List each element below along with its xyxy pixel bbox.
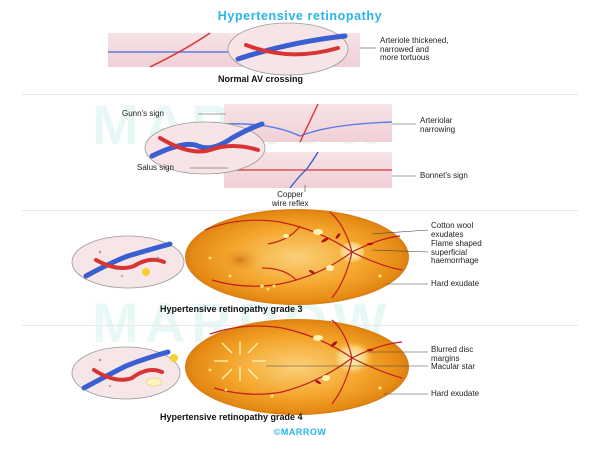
signs-magnified-artery: [158, 136, 260, 154]
grade3-magnified-specks: [98, 250, 160, 277]
grade3-macula: [218, 246, 262, 274]
grade4-magnified-exudate-2: [145, 377, 163, 387]
section-divider-1: [22, 94, 578, 95]
grade4-magnified-vein: [81, 349, 171, 391]
grade3-flame-haemorrhages: [308, 233, 373, 275]
grade3-magnified-artery: [94, 257, 166, 270]
grade3-fundus: [185, 209, 409, 305]
grade3-magnified-exudate: [142, 268, 150, 276]
crossing-signs-illustration: [144, 103, 416, 192]
label-bonnets-sign: Bonnet's sign: [420, 171, 468, 180]
cotton-pointer: [371, 229, 429, 235]
grade4-hard-exudates: [208, 368, 382, 398]
normal-magnified-ellipse: [227, 22, 349, 76]
normal-av-crossing-illustration: [108, 22, 376, 76]
grade4-magnified-artery: [92, 368, 164, 382]
gunn-vein-line: [223, 121, 393, 137]
grade3-hard-exudates: [208, 256, 382, 291]
flame-pointer: [371, 249, 429, 253]
label-grade4-hard-exudate: Hard exudate: [431, 389, 480, 398]
normal-artery-line: [149, 32, 211, 68]
grade4-macular-star: [214, 341, 266, 381]
caption-grade3: Hypertensive retinopathy grade 3: [160, 304, 303, 314]
label-arteriolar-narrowing: Arteriolar narrowing: [420, 116, 456, 134]
footer-brand: ©MARROW: [273, 427, 327, 437]
label-blurred-disc-margins: Blurred disc margins: [431, 345, 474, 363]
label-gunns-sign: Gunn's sign: [122, 109, 164, 118]
label-macular-star: Macular star: [431, 362, 476, 371]
grade4-haemorrhages: [314, 341, 373, 385]
caption-normal-av-crossing: Normal AV crossing: [218, 74, 304, 84]
grade4-fundus: [185, 319, 409, 415]
grade3-magnified-vein: [83, 241, 173, 279]
grade3-illustration: [71, 209, 429, 305]
grade4-magnified-exudate-1: [170, 354, 178, 362]
grade3-cotton-wool-spots: [283, 229, 334, 271]
gunn-artery-line: [299, 103, 319, 143]
grade4-magnified-specks: [98, 358, 111, 387]
grade4-cotton-wool-spots: [313, 335, 330, 381]
label-salus-sign: Salus sign: [137, 163, 174, 172]
label-flame-shaped-haemorrhage: Flame shaped superficial haemorrhage: [431, 239, 482, 265]
label-cotton-wool-exudates: Cotton wool exudates: [431, 221, 474, 239]
caption-grade4: Hypertensive retinopathy grade 4: [160, 412, 303, 422]
bonnet-vein-line: [289, 151, 319, 189]
label-copper-wire-reflex: Copper wire reflex: [272, 190, 309, 208]
grade4-illustration: [71, 319, 428, 415]
normal-magnified-vein: [235, 33, 348, 62]
figure-title: Hypertensive retinopathy: [217, 9, 383, 23]
normal-magnified-artery: [244, 43, 340, 57]
label-grade3-hard-exudate: Hard exudate: [431, 279, 480, 288]
label-arteriole-thickened: Arteriole thickened, narrowed and more t…: [380, 36, 449, 62]
